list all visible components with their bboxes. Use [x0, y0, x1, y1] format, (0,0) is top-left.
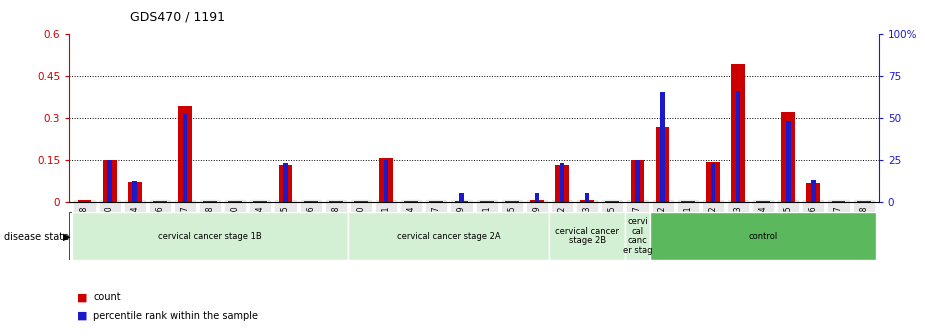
Bar — [107, 160, 112, 202]
Bar — [782, 112, 796, 202]
Bar — [429, 201, 443, 202]
Bar — [454, 201, 468, 202]
Bar — [72, 212, 349, 260]
Bar — [660, 92, 665, 202]
Text: cervical cancer
stage 2B: cervical cancer stage 2B — [555, 227, 619, 245]
Bar — [735, 91, 740, 202]
Bar — [153, 201, 166, 202]
Text: ■: ■ — [77, 292, 87, 302]
Bar — [731, 65, 745, 202]
Bar — [832, 201, 845, 202]
Text: disease state: disease state — [4, 232, 68, 242]
Text: cervical cancer stage 2A: cervical cancer stage 2A — [397, 232, 500, 241]
Bar — [560, 163, 564, 202]
Bar — [459, 193, 463, 202]
Bar — [78, 200, 92, 202]
Bar — [710, 163, 715, 202]
Bar — [278, 165, 292, 202]
Text: count: count — [93, 292, 121, 302]
Bar — [128, 182, 142, 202]
Bar — [132, 181, 137, 202]
Text: ■: ■ — [77, 311, 87, 321]
Bar — [103, 160, 117, 202]
Bar — [605, 201, 619, 202]
Bar — [811, 180, 816, 202]
Bar — [228, 201, 242, 202]
Bar — [585, 193, 589, 202]
Bar — [179, 107, 191, 202]
Bar — [650, 212, 876, 260]
Text: GDS470 / 1191: GDS470 / 1191 — [130, 10, 225, 23]
Bar — [329, 201, 343, 202]
Bar — [757, 201, 770, 202]
Bar — [183, 114, 187, 202]
Bar — [253, 201, 267, 202]
Bar — [635, 160, 640, 202]
Bar — [204, 201, 217, 202]
Bar — [354, 201, 368, 202]
Bar — [303, 201, 317, 202]
Bar — [807, 183, 820, 202]
Bar — [379, 158, 393, 202]
Bar — [631, 160, 645, 202]
Bar — [535, 193, 539, 202]
Bar — [786, 121, 791, 202]
Text: percentile rank within the sample: percentile rank within the sample — [93, 311, 258, 321]
Bar — [480, 201, 494, 202]
Bar — [530, 200, 544, 202]
Text: ▶: ▶ — [63, 232, 70, 242]
Bar — [857, 201, 870, 202]
Bar — [404, 201, 418, 202]
Bar — [706, 162, 720, 202]
Bar — [549, 212, 625, 260]
Bar — [580, 200, 594, 202]
Bar — [283, 163, 288, 202]
Bar — [656, 127, 670, 202]
Text: cervical cancer stage 1B: cervical cancer stage 1B — [158, 232, 262, 241]
Bar — [505, 201, 519, 202]
Bar — [349, 212, 549, 260]
Text: control: control — [748, 232, 778, 241]
Bar — [625, 212, 650, 260]
Bar — [384, 160, 388, 202]
Bar — [681, 201, 695, 202]
Bar — [555, 165, 569, 202]
Text: cervi
cal
canc
er stag: cervi cal canc er stag — [623, 217, 652, 255]
